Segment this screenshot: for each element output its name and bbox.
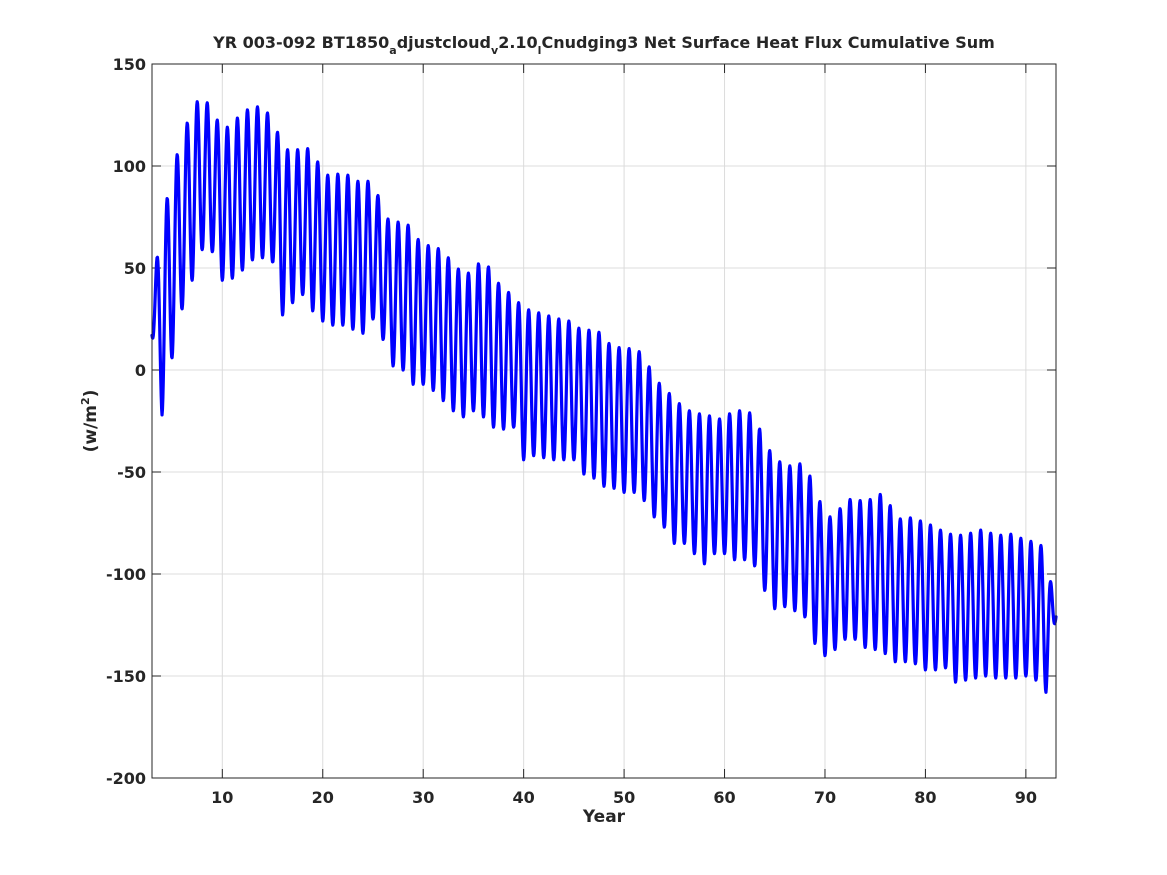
y-tick-label: -100 <box>106 565 146 584</box>
x-tick-label: 90 <box>1015 788 1037 807</box>
x-tick-label: 60 <box>713 788 735 807</box>
chart-title: YR 003-092 BT1850adjustcloudv2.10lCnudgi… <box>212 33 995 57</box>
y-axis-label: (w/m2) <box>79 390 101 453</box>
x-tick-label: 50 <box>613 788 635 807</box>
y-tick-label: 0 <box>135 361 146 380</box>
y-tick-label: 50 <box>124 259 146 278</box>
x-tick-label: 30 <box>412 788 434 807</box>
x-tick-label: 80 <box>914 788 936 807</box>
x-tick-label: 10 <box>211 788 233 807</box>
y-tick-label: 100 <box>113 157 146 176</box>
y-tick-label: -50 <box>117 463 146 482</box>
tick-labels: 10 20 30 40 50 60 70 80 90 150 100 50 0 -50 -100 -150 -2… <box>106 55 1037 807</box>
x-axis-label: Year <box>582 807 626 827</box>
axes-frame <box>151 63 1057 779</box>
y-tick-label: 150 <box>113 55 146 74</box>
series-line <box>150 100 1058 694</box>
x-tick-label: 20 <box>312 788 334 807</box>
x-tick-label: 40 <box>513 788 535 807</box>
y-tick-label: -200 <box>106 769 146 788</box>
x-tick-label: 70 <box>814 788 836 807</box>
y-tick-label: -150 <box>106 667 146 686</box>
